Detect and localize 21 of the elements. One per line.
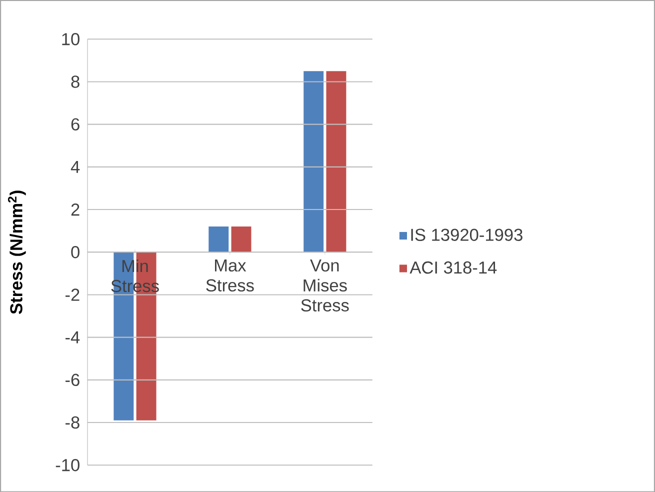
- legend-label: ACI 318-14: [410, 261, 497, 274]
- y-tick-label: 0: [71, 246, 80, 258]
- bar: [231, 226, 252, 252]
- y-tick-label: 8: [71, 75, 80, 88]
- x-tick-label: Min Stress: [111, 259, 159, 292]
- y-tick-label: -10: [56, 458, 80, 472]
- bar: [326, 70, 346, 252]
- bar: [304, 70, 324, 252]
- y-tick-label: 2: [71, 203, 80, 216]
- bar: [208, 226, 229, 252]
- y-tick-label: 4: [70, 160, 80, 173]
- legend-label: IS 13920-1993: [411, 228, 522, 241]
- y-tick-label: -4: [66, 331, 80, 344]
- y-tick-label: -2: [66, 288, 80, 301]
- y-axis-title: Stress (N/mm$^{2}$): [8, 190, 26, 314]
- x-tick-label: Von Mises Stress: [301, 259, 349, 312]
- x-tick-label: Max Stress: [206, 259, 254, 292]
- y-tick-label: -8: [66, 416, 80, 429]
- y-tick-label: -6: [66, 374, 80, 386]
- y-tick-label: 10: [62, 32, 80, 46]
- y-tick-label: 6: [71, 118, 80, 130]
